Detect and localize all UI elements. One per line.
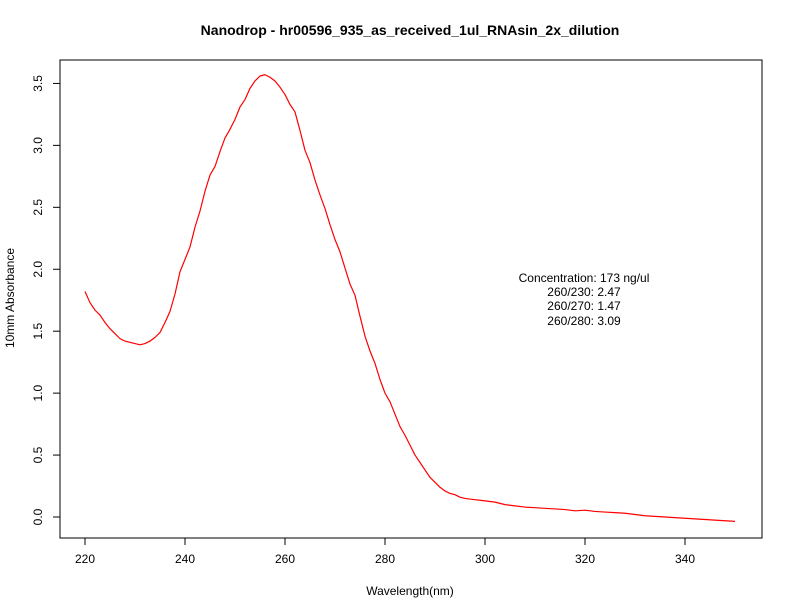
annotation-ratio-270: 260/270: 1.47	[547, 299, 621, 313]
x-tick-label: 260	[275, 552, 295, 566]
y-tick-label: 3.5	[31, 75, 45, 92]
x-tick-label: 340	[675, 552, 695, 566]
x-axis: 220 240 260 280 300 320 340	[75, 537, 695, 566]
y-axis: 0.0 0.5 1.0 1.5 2.0 2.5 3.0 3.5	[31, 75, 61, 525]
y-tick-label: 3.0	[31, 137, 45, 154]
plot-frame	[59, 59, 763, 539]
x-tick-label: 320	[575, 552, 595, 566]
y-tick-label: 2.5	[31, 199, 45, 216]
annotation-block: Concentration: 173 ng/ul 260/230: 2.47 2…	[519, 271, 650, 328]
x-tick-label: 220	[75, 552, 95, 566]
annotation-concentration: Concentration: 173 ng/ul	[519, 271, 650, 285]
y-tick-label: 2.0	[31, 261, 45, 278]
absorbance-series-line	[84, 74, 736, 522]
y-axis-label: 10mm Absorbance	[3, 248, 17, 348]
x-axis-label: Wavelength(nm)	[366, 584, 454, 598]
chart-title: Nanodrop - hr00596_935_as_received_1ul_R…	[201, 22, 620, 38]
y-tick-label: 0.0	[31, 508, 45, 525]
y-tick-label: 1.0	[31, 384, 45, 401]
x-tick-label: 300	[475, 552, 495, 566]
annotation-ratio-280: 260/280: 3.09	[547, 314, 621, 328]
x-tick-label: 240	[175, 552, 195, 566]
y-tick-label: 1.5	[31, 323, 45, 340]
x-tick-label: 280	[375, 552, 395, 566]
annotation-ratio-230: 260/230: 2.47	[547, 285, 621, 299]
series-layer	[84, 74, 736, 522]
y-tick-label: 0.5	[31, 446, 45, 463]
